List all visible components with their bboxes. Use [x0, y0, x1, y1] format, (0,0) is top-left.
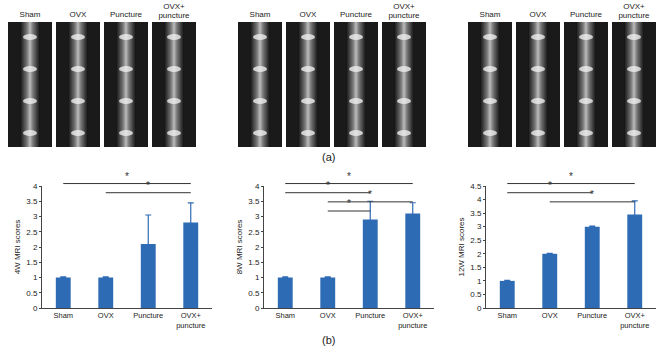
svg-text:2: 2 — [33, 243, 38, 252]
svg-text:4: 4 — [33, 182, 38, 191]
html-text:(a): (a) — [322, 151, 336, 163]
svg-text:8W MRI scores: 8W MRI scores — [235, 220, 244, 275]
svg-text:1.5: 1.5 — [26, 258, 38, 267]
svg-text:Puncture: Puncture — [133, 311, 163, 320]
svg-text:OVX+puncture: OVX+puncture — [398, 311, 427, 330]
svg-text:*: * — [125, 171, 129, 182]
svg-text:0.5: 0.5 — [248, 289, 260, 298]
svg-text:*: * — [347, 171, 351, 182]
svg-text:Puncture: Puncture — [110, 10, 143, 19]
svg-text:OVX+puncture: OVX+puncture — [158, 2, 190, 20]
svg-text:1: 1 — [477, 277, 482, 286]
svg-text:OVX+puncture: OVX+puncture — [176, 311, 205, 330]
svg-text:Sham: Sham — [275, 311, 295, 320]
svg-text:*: * — [368, 189, 372, 200]
svg-text:2.5: 2.5 — [470, 236, 482, 245]
svg-text:1: 1 — [33, 273, 38, 282]
svg-text:0: 0 — [255, 304, 260, 313]
svg-text:*: * — [590, 189, 594, 200]
svg-text:OVX+puncture: OVX+puncture — [388, 2, 420, 20]
svg-text:*: * — [347, 198, 351, 209]
svg-text:12W MRI scores: 12W MRI scores — [457, 217, 466, 276]
svg-text:Sham: Sham — [53, 311, 73, 320]
svg-text:OVX: OVX — [542, 311, 558, 320]
svg-text:2: 2 — [255, 243, 260, 252]
svg-text:3: 3 — [33, 212, 38, 221]
svg-text:OVX+puncture: OVX+puncture — [620, 311, 649, 330]
svg-text:3.5: 3.5 — [26, 197, 38, 206]
svg-text:2.5: 2.5 — [26, 228, 38, 237]
svg-text:3.5: 3.5 — [470, 209, 482, 218]
svg-text:1.5: 1.5 — [470, 263, 482, 272]
svg-text:Puncture: Puncture — [570, 10, 603, 19]
svg-text:Puncture: Puncture — [577, 311, 607, 320]
svg-text:1: 1 — [255, 273, 260, 282]
svg-text:0: 0 — [33, 304, 38, 313]
svg-text:2: 2 — [477, 250, 482, 259]
svg-text:OVX: OVX — [70, 10, 88, 19]
svg-text:OVX: OVX — [320, 311, 336, 320]
svg-text:OVX: OVX — [530, 10, 548, 19]
svg-text:OVX: OVX — [300, 10, 318, 19]
svg-text:*: * — [146, 180, 150, 191]
svg-text:0.5: 0.5 — [470, 290, 482, 299]
svg-text:0.5: 0.5 — [26, 289, 38, 298]
svg-text:0: 0 — [477, 304, 482, 313]
svg-text:4: 4 — [477, 195, 482, 204]
svg-text:4: 4 — [255, 182, 260, 191]
svg-text:OVX+puncture: OVX+puncture — [618, 2, 650, 20]
svg-text:3: 3 — [255, 212, 260, 221]
svg-text:*: * — [548, 180, 552, 191]
svg-text:Sham: Sham — [497, 311, 517, 320]
svg-text:Puncture: Puncture — [355, 311, 385, 320]
svg-text:1.5: 1.5 — [248, 258, 260, 267]
html-text:(b): (b) — [322, 334, 336, 346]
svg-text:Puncture: Puncture — [340, 10, 373, 19]
svg-text:3: 3 — [477, 222, 482, 231]
svg-text:4.5: 4.5 — [470, 182, 482, 191]
svg-text:2.5: 2.5 — [248, 228, 260, 237]
svg-text:4W MRI scores: 4W MRI scores — [13, 220, 22, 275]
svg-text:3.5: 3.5 — [248, 197, 260, 206]
svg-text:*: * — [569, 171, 573, 182]
svg-text:Sham: Sham — [250, 10, 271, 19]
svg-text:OVX: OVX — [98, 311, 114, 320]
svg-text:Sham: Sham — [480, 10, 501, 19]
svg-text:Sham: Sham — [20, 10, 41, 19]
svg-text:*: * — [326, 180, 330, 191]
